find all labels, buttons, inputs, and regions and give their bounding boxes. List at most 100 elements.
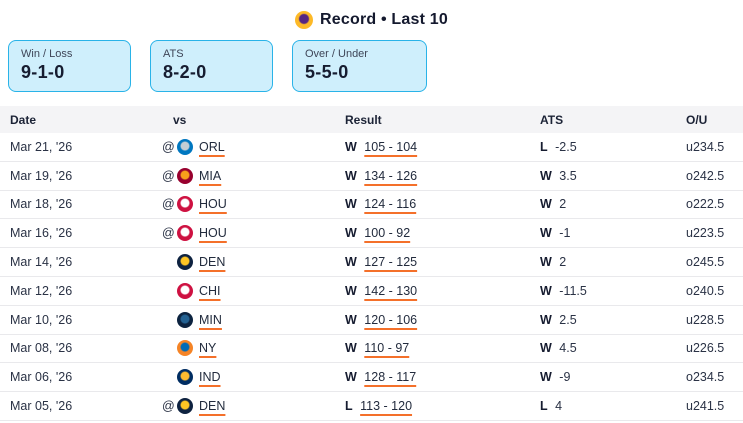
game-date: Mar 06, '26 [10, 370, 73, 385]
result-cell: W 124 - 116 [345, 197, 540, 211]
ou-cell: u241.5 [686, 399, 725, 414]
ats-win-loss: W [540, 283, 552, 298]
score-link[interactable]: 142 - 130 [364, 283, 418, 298]
score-link[interactable]: 124 - 116 [364, 197, 417, 212]
opponent-cell: @ DEN [160, 398, 345, 415]
score-link[interactable]: 110 - 97 [364, 341, 410, 356]
opponent-cell: IND [160, 369, 345, 386]
stat-box-over-under: Over / Under 5-5-0 [292, 40, 427, 92]
opponent-team-link[interactable]: IND [199, 370, 221, 385]
ats-line: 4.5 [559, 341, 577, 356]
opponent-team-link[interactable]: CHI [199, 283, 221, 298]
result-win-loss: W [345, 226, 357, 241]
ats-line: 2.5 [559, 312, 577, 327]
opponent-cell: DEN [160, 254, 345, 271]
away-at-symbol: @ [162, 399, 175, 414]
score-link[interactable]: 128 - 117 [364, 370, 417, 385]
opponent-team-link[interactable]: HOU [199, 226, 227, 241]
ou-cell: o234.5 [686, 370, 725, 385]
ats-line: -1 [559, 226, 571, 241]
stat-label: Win / Loss [21, 48, 73, 60]
opponent-team-link[interactable]: NY [199, 341, 217, 356]
column-header-ou: O/U [686, 112, 708, 127]
games-table: Date vs Result ATS O/U Mar 21, '26 @ ORL… [0, 106, 743, 421]
score-link[interactable]: 113 - 120 [360, 399, 413, 414]
ats-cell: W 2 [540, 197, 686, 211]
column-header-result: Result [345, 112, 382, 127]
away-at-symbol: @ [162, 168, 175, 183]
result-cell: W 120 - 106 [345, 313, 540, 327]
ats-cell: W 2 [540, 255, 686, 269]
ats-win-loss: W [540, 370, 552, 385]
ats-win-loss: L [540, 139, 548, 154]
panel-title-bar: Record • Last 10 [0, 0, 743, 34]
stat-value: 5-5-0 [305, 62, 349, 82]
ou-cell: o222.5 [686, 197, 725, 212]
stat-value: 8-2-0 [163, 62, 207, 82]
opponent-team-link[interactable]: HOU [199, 197, 227, 212]
opponent-team-logo-icon [177, 167, 193, 184]
score-link[interactable]: 127 - 125 [364, 255, 418, 270]
ats-line: -11.5 [559, 283, 587, 298]
table-row: Mar 08, '26 NY W 110 - 97 W 4.5 u226.5 [0, 335, 743, 364]
opponent-team-link[interactable]: DEN [199, 399, 226, 414]
opponent-cell: @ ORL [160, 138, 345, 155]
result-win-loss: W [345, 283, 357, 298]
game-date: Mar 18, '26 [10, 197, 73, 212]
table-row: Mar 21, '26 @ ORL W 105 - 104 L -2.5 u23… [0, 133, 743, 162]
opponent-team-logo-icon [177, 282, 193, 299]
away-at-symbol: @ [162, 226, 175, 241]
ats-cell: W 2.5 [540, 313, 686, 327]
stat-box-win-loss: Win / Loss 9-1-0 [8, 40, 131, 92]
opponent-cell: MIN [160, 311, 345, 328]
opponent-team-link[interactable]: ORL [199, 139, 225, 154]
opponent-cell: @ MIA [160, 167, 345, 184]
score-link[interactable]: 120 - 106 [364, 312, 418, 327]
game-date: Mar 16, '26 [10, 226, 73, 241]
score-link[interactable]: 134 - 126 [364, 168, 418, 183]
result-win-loss: W [345, 197, 357, 212]
ats-win-loss: W [540, 168, 552, 183]
ats-line: -9 [559, 370, 571, 385]
ats-line: 2 [559, 197, 567, 212]
table-row: Mar 12, '26 CHI W 142 - 130 W -11.5 o240… [0, 277, 743, 306]
result-win-loss: W [345, 255, 357, 270]
score-link[interactable]: 100 - 92 [364, 226, 411, 241]
opponent-team-logo-icon [177, 311, 193, 328]
away-at-symbol: @ [162, 197, 175, 212]
result-cell: W 142 - 130 [345, 284, 540, 298]
ats-win-loss: W [540, 341, 552, 356]
opponent-team-logo-icon [177, 398, 193, 415]
ats-cell: W -9 [540, 370, 686, 384]
table-row: Mar 19, '26 @ MIA W 134 - 126 W 3.5 o242… [0, 162, 743, 191]
ats-win-loss: W [540, 312, 552, 327]
result-cell: W 105 - 104 [345, 140, 540, 154]
result-cell: W 128 - 117 [345, 370, 540, 384]
opponent-team-link[interactable]: MIN [199, 312, 222, 327]
table-row: Mar 14, '26 DEN W 127 - 125 W 2 o245.5 [0, 248, 743, 277]
game-date: Mar 12, '26 [10, 283, 73, 298]
ats-cell: W -1 [540, 226, 686, 240]
lakers-logo-icon [295, 11, 314, 29]
opponent-cell: @ HOU [160, 196, 345, 213]
opponent-team-link[interactable]: DEN [199, 255, 226, 270]
opponent-team-link[interactable]: MIA [199, 168, 222, 183]
away-at-symbol: @ [162, 139, 175, 154]
game-date: Mar 08, '26 [10, 341, 73, 356]
ats-win-loss: W [540, 226, 552, 241]
ats-line: 2 [559, 255, 567, 270]
stat-label: Over / Under [305, 48, 368, 60]
score-link[interactable]: 105 - 104 [364, 139, 418, 154]
result-win-loss: W [345, 312, 357, 327]
summary-stat-boxes: Win / Loss 9-1-0 ATS 8-2-0 Over / Under … [0, 34, 743, 92]
result-win-loss: W [345, 370, 357, 385]
column-header-ats: ATS [540, 112, 564, 127]
stat-label: ATS [163, 48, 184, 60]
game-date: Mar 19, '26 [10, 168, 73, 183]
column-header-vs: vs [173, 112, 187, 127]
opponent-cell: CHI [160, 282, 345, 299]
result-cell: W 100 - 92 [345, 226, 540, 240]
table-row: Mar 06, '26 IND W 128 - 117 W -9 o234.5 [0, 363, 743, 393]
ats-line: 3.5 [559, 168, 577, 183]
